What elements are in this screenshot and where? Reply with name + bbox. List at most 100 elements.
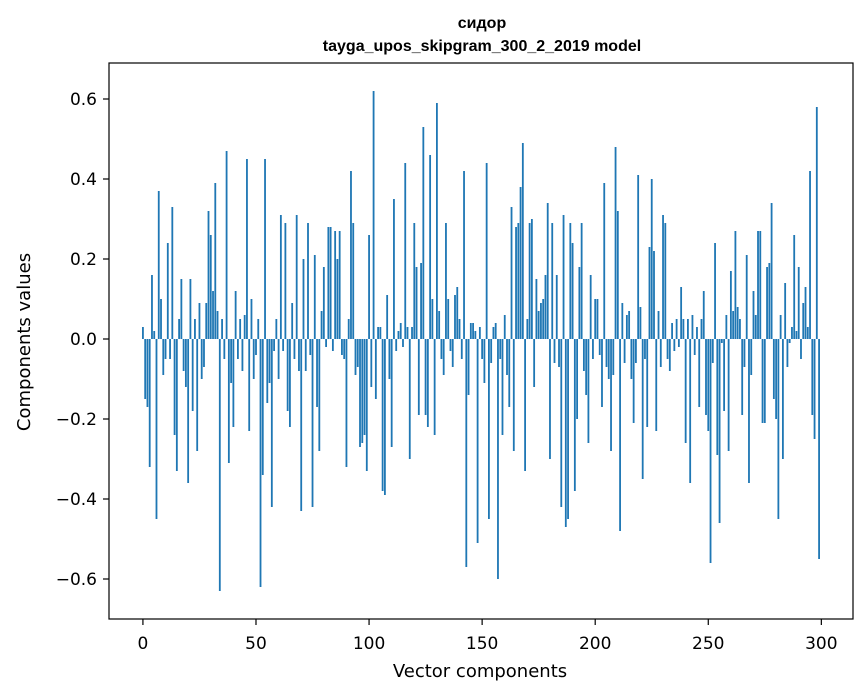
bar-component-31 bbox=[212, 291, 214, 339]
bar-component-61 bbox=[279, 215, 282, 339]
bar-component-57 bbox=[270, 339, 273, 507]
bar-component-81 bbox=[325, 339, 327, 347]
bar-component-133 bbox=[442, 339, 445, 375]
bar-component-186 bbox=[562, 215, 565, 339]
bar-component-86 bbox=[336, 259, 339, 339]
bar-component-187 bbox=[564, 339, 567, 527]
bar-component-159 bbox=[501, 339, 504, 435]
bar-component-258 bbox=[725, 315, 728, 339]
bar-component-37 bbox=[225, 151, 228, 339]
bar-component-260 bbox=[729, 271, 732, 339]
y-axis: −0.6 −0.4 −0.2 0.0 0.2 0.4 0.6 bbox=[56, 90, 109, 590]
bar-component-103 bbox=[374, 339, 377, 399]
bar-component-90 bbox=[345, 339, 348, 467]
bar-component-20 bbox=[187, 339, 190, 483]
bar-component-284 bbox=[784, 283, 787, 339]
bar-component-64 bbox=[286, 339, 289, 411]
bar-component-66 bbox=[291, 303, 294, 339]
bar-component-253 bbox=[714, 243, 716, 339]
bar-component-85 bbox=[334, 231, 337, 339]
y-tick-label: 0.0 bbox=[70, 330, 97, 350]
bar-component-175 bbox=[537, 311, 540, 339]
bar-component-259 bbox=[727, 339, 730, 451]
bar-component-165 bbox=[515, 227, 517, 339]
x-tick-label: 250 bbox=[692, 634, 724, 654]
bar-component-212 bbox=[621, 303, 624, 339]
bar-component-125 bbox=[424, 339, 427, 415]
bar-component-289 bbox=[795, 331, 798, 339]
bar-component-72 bbox=[304, 339, 307, 371]
bar-component-77 bbox=[316, 339, 318, 407]
bar-component-178 bbox=[544, 275, 547, 339]
bar-component-10 bbox=[164, 339, 167, 359]
bar-component-198 bbox=[589, 275, 592, 339]
bar-component-209 bbox=[614, 147, 617, 339]
bar-component-141 bbox=[460, 339, 463, 359]
x-tick-label: 50 bbox=[245, 634, 267, 654]
bar-component-28 bbox=[205, 303, 208, 339]
bar-component-241 bbox=[687, 319, 689, 339]
bar-component-207 bbox=[610, 339, 612, 451]
bar-component-144 bbox=[467, 339, 470, 395]
bar-component-190 bbox=[571, 243, 574, 339]
bar-series bbox=[142, 91, 820, 591]
bar-component-254 bbox=[716, 339, 719, 455]
bar-component-272 bbox=[757, 231, 759, 339]
bar-component-7 bbox=[157, 191, 160, 339]
bar-component-191 bbox=[573, 339, 576, 491]
bar-component-256 bbox=[720, 339, 723, 343]
bar-component-203 bbox=[601, 339, 603, 407]
bar-component-13 bbox=[171, 207, 174, 339]
bar-component-287 bbox=[791, 327, 793, 339]
bar-component-48 bbox=[250, 299, 253, 339]
bar-component-60 bbox=[277, 339, 280, 379]
bar-component-219 bbox=[637, 175, 640, 339]
bar-component-138 bbox=[454, 295, 456, 339]
bar-component-193 bbox=[578, 267, 581, 339]
bar-component-216 bbox=[630, 339, 633, 379]
bar-component-153 bbox=[488, 339, 490, 519]
bar-component-38 bbox=[227, 339, 230, 463]
bar-component-44 bbox=[241, 339, 244, 371]
axes-frame bbox=[108, 62, 854, 620]
bar-component-235 bbox=[673, 339, 676, 351]
bar-component-17 bbox=[180, 279, 183, 339]
bar-component-53 bbox=[261, 339, 264, 475]
bar-component-278 bbox=[770, 203, 773, 339]
bar-component-275 bbox=[763, 339, 766, 423]
bar-component-297 bbox=[813, 339, 816, 439]
bar-component-25 bbox=[198, 303, 201, 339]
bar-component-199 bbox=[592, 339, 594, 359]
bar-component-26 bbox=[200, 339, 203, 379]
bar-component-129 bbox=[433, 339, 436, 435]
bar-component-134 bbox=[445, 223, 447, 339]
bar-component-52 bbox=[259, 339, 262, 587]
bar-component-281 bbox=[777, 339, 780, 519]
bar-component-70 bbox=[300, 339, 303, 511]
bar-component-227 bbox=[655, 339, 658, 431]
bar-component-288 bbox=[793, 235, 796, 339]
bar-component-114 bbox=[399, 323, 402, 339]
bar-component-84 bbox=[331, 339, 334, 351]
bar-component-149 bbox=[478, 327, 481, 339]
bar-component-156 bbox=[494, 323, 497, 339]
bar-component-181 bbox=[551, 223, 554, 339]
bar-component-98 bbox=[363, 339, 366, 435]
bar-component-130 bbox=[436, 103, 438, 339]
bar-component-245 bbox=[696, 327, 698, 339]
bar-component-261 bbox=[732, 311, 735, 339]
bar-component-79 bbox=[320, 311, 323, 339]
bar-component-22 bbox=[191, 339, 194, 411]
bar-component-101 bbox=[370, 339, 373, 387]
bar-component-205 bbox=[605, 339, 608, 367]
bar-component-197 bbox=[587, 339, 590, 443]
bar-component-123 bbox=[420, 263, 422, 339]
bar-component-128 bbox=[431, 299, 434, 339]
bar-component-2 bbox=[146, 339, 149, 407]
bar-component-151 bbox=[483, 339, 486, 383]
bar-component-29 bbox=[207, 211, 210, 339]
bar-component-280 bbox=[775, 339, 778, 419]
bar-component-124 bbox=[422, 127, 425, 339]
bar-component-248 bbox=[702, 291, 705, 339]
